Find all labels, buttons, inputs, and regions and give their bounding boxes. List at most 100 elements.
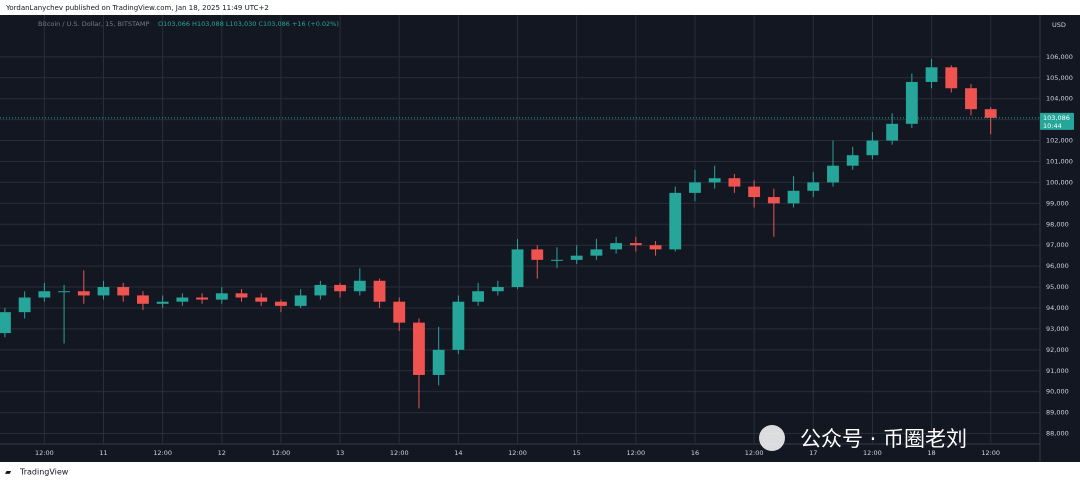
candle-body — [137, 295, 149, 304]
y-tick-label: 94,000 — [1046, 304, 1069, 312]
candle-body — [925, 67, 938, 82]
y-tick-label: 98,000 — [1046, 220, 1069, 228]
candle-body — [97, 287, 110, 296]
candle-body — [827, 165, 839, 183]
candle-body — [570, 255, 583, 260]
candle-body — [156, 301, 169, 304]
y-tick-label: 105,000 — [1046, 74, 1073, 82]
brand-logo: ▰ — [5, 468, 12, 477]
x-tick-label: 14 — [454, 449, 462, 457]
candle-body — [413, 322, 425, 375]
candle-body — [866, 140, 879, 156]
watermark: 公众号 · 币圈老刘 — [759, 425, 967, 451]
candle-body — [590, 249, 603, 256]
candle-body — [117, 287, 130, 296]
candle-body — [18, 297, 31, 313]
candle-body — [432, 349, 445, 375]
candle-body — [728, 178, 741, 187]
symbol-legend: Bitcoin / U.S. Dollar, 15, BITSTAMP — [38, 20, 149, 28]
x-tick-label: 12:00 — [863, 449, 882, 457]
candle-body — [294, 295, 307, 306]
candle-body — [767, 197, 780, 204]
y-tick-label: 92,000 — [1046, 346, 1069, 354]
y-tick-label: 99,000 — [1046, 199, 1069, 207]
x-tick-label: 12:00 — [35, 449, 54, 457]
candle-body — [984, 109, 997, 118]
last-price-tag — [1040, 112, 1074, 130]
candle-body — [551, 259, 563, 261]
candle-body — [255, 297, 268, 302]
candle-body — [0, 312, 11, 334]
candle-body — [748, 186, 761, 198]
candle-body — [314, 284, 327, 296]
y-tick-label: 97,000 — [1046, 241, 1069, 249]
candle-body — [176, 297, 189, 302]
candle-body — [275, 301, 287, 306]
candle-body — [215, 293, 228, 300]
candle-body — [531, 249, 544, 260]
candle-body — [610, 243, 623, 250]
countdown-label: 10:44 — [1043, 122, 1062, 130]
candle-body — [452, 301, 465, 350]
candle-body — [846, 155, 859, 166]
ohlc-legend: O103,066 H103,088 L103,030 C103,086 +16 … — [158, 20, 339, 28]
last-price-label: 103,086 — [1043, 114, 1070, 122]
footer-brand: TradingView — [19, 468, 69, 477]
x-tick-label: 12:00 — [272, 449, 291, 457]
candle-body — [491, 287, 504, 292]
candle-body — [945, 67, 958, 89]
publisher-header: YordanLanychev published on TradingView.… — [5, 4, 269, 12]
y-tick-label: 95,000 — [1046, 283, 1069, 291]
candle-body — [787, 190, 800, 204]
y-tick-label: 89,000 — [1046, 409, 1069, 417]
candle-body — [511, 249, 524, 288]
candle-body — [629, 243, 642, 246]
watermark-text: 公众号 · 币圈老刘 — [800, 427, 967, 451]
candle-body — [58, 291, 70, 293]
candle-body — [373, 280, 386, 302]
candle-body — [649, 245, 662, 250]
candle-body — [905, 81, 918, 124]
y-tick-label: 100,000 — [1046, 178, 1073, 186]
candle-body — [965, 88, 977, 110]
candle-body — [196, 297, 208, 300]
y-tick-label: 93,000 — [1046, 325, 1069, 333]
candle-body — [393, 301, 406, 323]
candle-body — [669, 192, 682, 250]
candle-body — [77, 291, 90, 296]
candle-body — [235, 293, 248, 298]
candle-body — [472, 291, 485, 302]
y-tick-label: 91,000 — [1046, 367, 1069, 375]
y-tick-label: 90,000 — [1046, 388, 1069, 396]
y-tick-label: 96,000 — [1046, 262, 1069, 270]
x-tick-label: 12:00 — [745, 449, 764, 457]
candle-body — [708, 178, 721, 183]
y-tick-label: 106,000 — [1046, 53, 1073, 61]
y-tick-label: 88,000 — [1046, 430, 1069, 438]
candle-body — [807, 182, 820, 191]
candle-body — [886, 123, 899, 141]
x-tick-label: 12:00 — [390, 449, 409, 457]
x-tick-label: 17 — [809, 449, 817, 457]
x-tick-label: 12:00 — [508, 449, 527, 457]
x-tick-label: 16 — [691, 449, 699, 457]
y-tick-label: 102,000 — [1046, 137, 1073, 145]
x-tick-label: 13 — [336, 449, 344, 457]
currency-label: USD — [1052, 21, 1066, 29]
x-tick-label: 12 — [218, 449, 226, 457]
candle-body — [334, 284, 347, 292]
wechat-icon — [759, 425, 785, 451]
candle-body — [353, 280, 366, 292]
x-tick-label: 12:00 — [626, 449, 645, 457]
x-tick-label: 15 — [573, 449, 581, 457]
y-tick-label: 101,000 — [1046, 157, 1073, 165]
candle-body — [689, 182, 701, 193]
x-tick-label: 11 — [99, 449, 107, 457]
x-tick-label: 12:00 — [153, 449, 172, 457]
candle-body — [38, 291, 51, 298]
x-tick-label: 18 — [927, 449, 935, 457]
y-tick-label: 104,000 — [1046, 95, 1073, 103]
chart-panel — [0, 15, 1080, 462]
x-tick-label: 12:00 — [981, 449, 1000, 457]
